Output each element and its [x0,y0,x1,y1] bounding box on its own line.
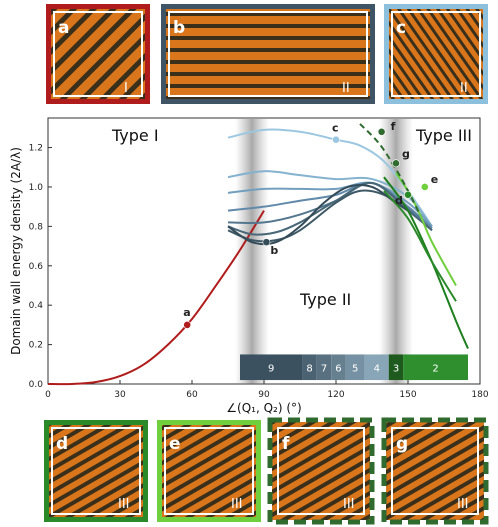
x-axis-title: ∠(Q₁, Q₂) (°) [226,401,301,415]
energy-chart: 0 30 60 90 120 150 180 0.0 0.2 0.4 0.6 0.8 1.0 1.2 9 8… [9,117,489,415]
panel-e-letter: e [169,434,181,454]
panel-b-letter: b [173,18,185,38]
x-tick-label: 120 [327,390,344,400]
phase-bar-label: 4 [374,363,380,374]
phase-bar-segment [316,354,332,381]
point-label-g: g [402,147,410,160]
panel-g: g III [381,417,489,525]
phase-bar-label: 5 [352,363,358,374]
phase-bar-label: 9 [268,363,274,374]
x-tick-label: 60 [186,390,198,400]
point-label-d: d [395,194,403,207]
x-tick-label: 90 [258,390,270,400]
panel-b: b II [161,4,375,104]
series-line-4 [227,181,433,230]
x-tick-label: 150 [399,390,416,400]
panel-g-type: III [457,497,469,512]
point-d [404,190,412,199]
y-tick-label: 0.6 [29,262,44,272]
x-tick-label: 30 [114,390,126,400]
y-tick-label: 0.0 [29,380,44,390]
phase-bar-segment [403,354,468,381]
point-f [377,127,386,136]
y-tick-label: 0.8 [29,222,44,232]
phase-bar-segment [240,354,303,381]
panel-c-type: II [460,81,468,96]
point-e [420,183,429,191]
phase-bar-label: 7 [321,363,327,374]
point-label-e: e [431,173,438,186]
point-g [392,159,400,168]
phase-bar-segment [345,354,365,381]
phase-bar-segment [302,354,317,381]
point-label-f: f [391,120,396,133]
panel-a-letter: a [58,18,69,38]
point-label-a: a [183,306,190,319]
phase-bar-segment [331,354,346,381]
y-tick-label: 1.2 [29,144,43,154]
x-tick-label: 180 [471,390,488,400]
point-label-b: b [270,244,278,257]
phase-bar-label: 8 [306,363,312,374]
y-axis-title: Domain wall energy density (2A/λ) [9,147,23,355]
panel-d-letter: d [56,434,68,454]
region-label-type-ii: Type II [299,290,351,309]
panel-e-type: III [231,497,243,512]
series-line-12 [359,123,421,216]
series-line-7 [227,189,409,243]
phase-bar-segment [388,354,404,381]
phase-bar-label: 6 [335,363,341,374]
panel-a: a I [46,4,150,104]
panel-d-type: III [118,497,130,512]
series-line-0 [47,210,265,386]
panel-f-type: III [343,497,355,512]
panel-g-letter: g [396,434,408,454]
point-a [183,320,192,329]
panel-b-type: II [342,81,350,96]
phase-bar-segment [364,354,389,381]
panel-a-type: I [124,81,128,96]
x-tick-label: 0 [45,390,51,400]
panel-d: d III [44,420,148,522]
point-c [332,135,340,144]
series-line-10 [383,190,457,302]
point-b [262,238,271,247]
y-tick-label: 1.0 [29,183,44,193]
y-tick-label: 0.2 [29,341,43,351]
panel-e: e III [157,420,261,522]
shaded-band-0 [235,119,269,384]
region-label-type-i: Type I [111,126,159,145]
series-line-3 [227,181,433,228]
panel-c: c II [384,4,488,104]
panel-f-letter: f [282,434,290,454]
phase-bar-label: 2 [432,363,438,374]
region-label-type-iii: Type III [415,126,472,145]
y-tick-label: 0.4 [29,301,44,311]
point-label-c: c [332,122,339,135]
phase-bar-label: 3 [393,363,399,374]
panel-c-letter: c [396,18,406,38]
panel-f: f III [267,417,375,525]
